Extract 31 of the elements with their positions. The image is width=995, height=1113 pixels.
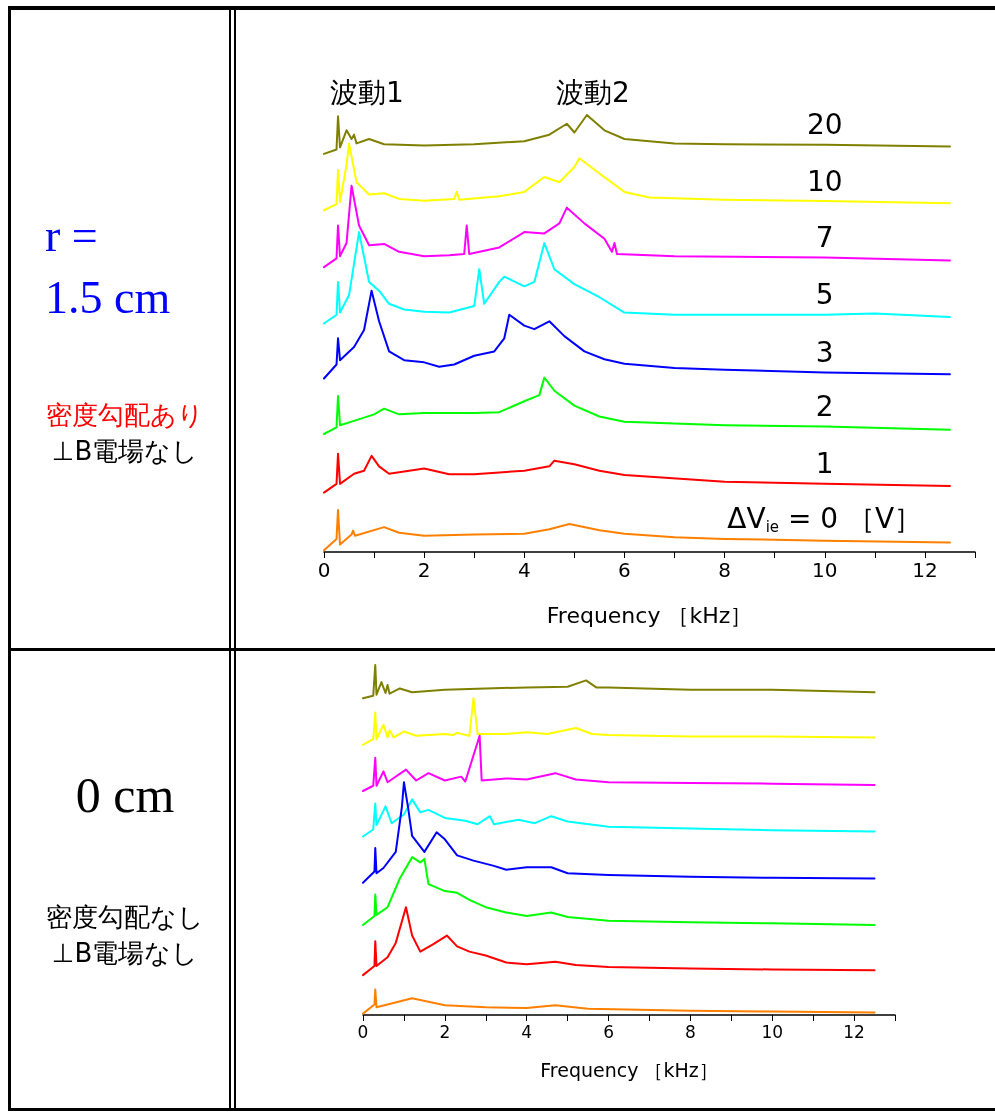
series-label: 7 bbox=[815, 220, 834, 254]
series-label: 10 bbox=[806, 164, 843, 198]
x-tick-label: 10 bbox=[812, 558, 838, 582]
text: 波動2 bbox=[555, 76, 631, 110]
text: 0 cm bbox=[74, 766, 176, 825]
series-label: 5 bbox=[815, 278, 834, 312]
text: ⊥B電場なし bbox=[50, 937, 200, 970]
x-tick-label: 0 bbox=[357, 1021, 369, 1042]
x-axis-title: Frequency ［kHz］ bbox=[546, 602, 753, 628]
x-tick-label: 2 bbox=[417, 558, 431, 582]
x-tick-label: 4 bbox=[517, 558, 531, 582]
x-tick-label: 8 bbox=[718, 558, 731, 582]
x-tick-label: 8 bbox=[684, 1021, 696, 1042]
x-tick-label: 2 bbox=[439, 1021, 451, 1042]
x-tick-label: 6 bbox=[603, 1021, 614, 1042]
x-tick-label: 0 bbox=[317, 558, 331, 582]
x-tick-label: 4 bbox=[521, 1021, 533, 1042]
text: ⊥B電場なし bbox=[50, 435, 200, 468]
text: 密度勾配あり bbox=[45, 399, 205, 432]
text: 密度勾配なし bbox=[45, 901, 205, 934]
series-label: 3 bbox=[815, 335, 834, 369]
x-tick-label: 10 bbox=[761, 1021, 784, 1042]
text: r = 1.5 cm bbox=[45, 209, 172, 326]
series-label: 20 bbox=[806, 108, 843, 142]
text: 波動1 bbox=[329, 76, 405, 110]
x-axis-title: Frequency ［kHz］ bbox=[540, 1058, 718, 1081]
x-tick-label: 6 bbox=[618, 558, 631, 582]
x-tick-label: 12 bbox=[912, 558, 938, 582]
series-label: 1 bbox=[815, 447, 834, 481]
x-tick-label: 12 bbox=[843, 1021, 865, 1042]
series-label: 2 bbox=[815, 390, 834, 424]
